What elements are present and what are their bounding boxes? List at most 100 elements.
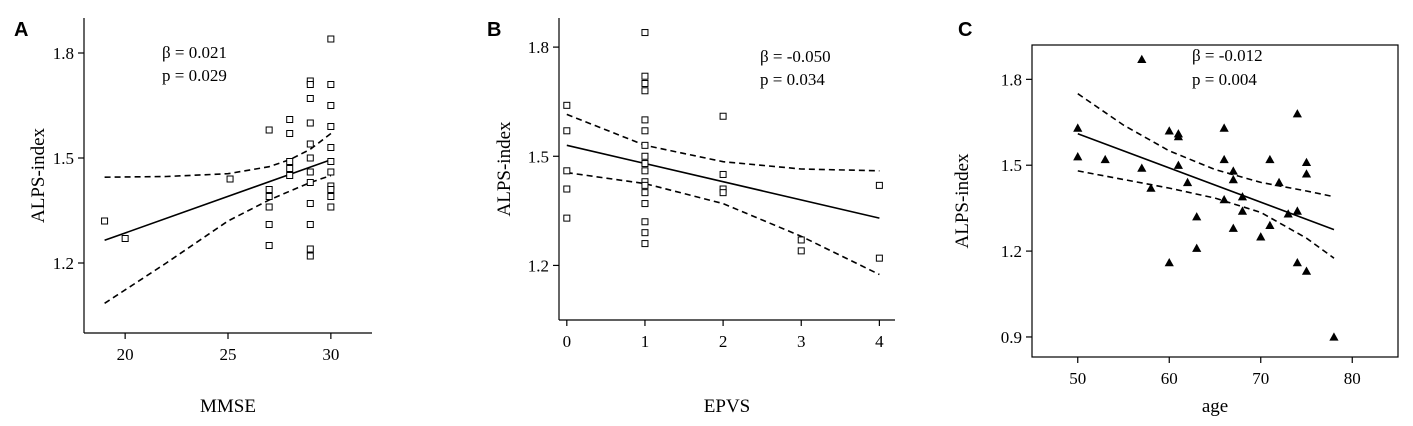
data-point (306, 81, 314, 88)
data-point (1228, 223, 1238, 232)
data-point (1301, 266, 1312, 275)
data-point (1164, 126, 1174, 135)
data-point (286, 130, 294, 137)
data-point (306, 179, 314, 186)
y-tick-label: 1.2 (1001, 242, 1022, 261)
data-point (101, 217, 109, 225)
beta-annotation: β = 0.021 (162, 43, 227, 62)
data-point (1073, 152, 1083, 161)
data-point (641, 152, 649, 160)
data-point (327, 81, 335, 88)
data-point (1292, 109, 1302, 118)
data-point (641, 72, 649, 80)
data-point (327, 102, 335, 109)
data-point (306, 168, 314, 176)
data-point (1301, 157, 1312, 167)
data-point (265, 203, 273, 211)
regression-line (1077, 132, 1335, 231)
data-point (306, 200, 314, 207)
data-point (327, 158, 335, 165)
data-point (1173, 160, 1183, 169)
data-point (1237, 206, 1248, 215)
data-point (306, 252, 314, 260)
data-point (1137, 54, 1147, 63)
x-tick-label: 50 (1069, 369, 1086, 388)
data-point (327, 123, 335, 130)
data-point (306, 140, 314, 148)
data-point (1228, 166, 1238, 175)
y-tick-label: 1.5 (1001, 156, 1022, 175)
p-value-annotation: p = 0.004 (1192, 70, 1257, 89)
data-point (286, 165, 294, 172)
x-tick-label: 60 (1161, 369, 1178, 388)
x-tick-label: 70 (1252, 369, 1269, 388)
p-value-annotation: p = 0.034 (760, 70, 825, 89)
plot-frame (1031, 44, 1399, 358)
data-point (641, 79, 649, 87)
data-point (641, 87, 649, 95)
data-point (1164, 257, 1174, 267)
data-point (327, 35, 335, 43)
data-point (1274, 177, 1284, 187)
ci-upper-line (566, 113, 880, 172)
x-tick-label: 0 (563, 332, 572, 351)
data-point (265, 126, 273, 134)
data-point (286, 116, 294, 123)
panel-letter: B (487, 19, 501, 41)
ci-lower-line (1077, 170, 1335, 259)
y-tick-label: 1.8 (53, 44, 74, 63)
data-point (1182, 177, 1193, 187)
data-point (1146, 183, 1156, 192)
data-point (563, 167, 571, 175)
data-point (1265, 154, 1275, 164)
data-point (265, 186, 273, 193)
data-point (1329, 332, 1339, 341)
data-point (1256, 232, 1266, 241)
data-point (306, 119, 314, 127)
data-point (226, 175, 234, 183)
ci-upper-line (1077, 93, 1335, 198)
panel-letter: A (14, 19, 28, 41)
beta-annotation: β = -0.012 (1192, 46, 1263, 65)
panel-letter: C (958, 19, 972, 41)
data-point (563, 185, 571, 193)
data-point (641, 141, 649, 149)
data-point (265, 193, 273, 200)
data-point (641, 189, 649, 197)
y-axis-label: ALPS-index (952, 153, 973, 249)
data-point (563, 214, 571, 222)
data-point (265, 221, 273, 228)
x-tick-label: 4 (875, 332, 884, 351)
data-point (563, 101, 571, 109)
data-point (1237, 192, 1248, 201)
x-tick-label: 20 (117, 345, 134, 364)
y-tick-label: 1.8 (528, 38, 549, 57)
data-point (875, 254, 883, 262)
data-point (1292, 206, 1302, 215)
data-point (1219, 194, 1229, 204)
data-point (641, 200, 649, 208)
data-point (286, 172, 294, 179)
data-point (641, 167, 649, 175)
beta-annotation: β = -0.050 (760, 47, 831, 66)
data-point (327, 144, 335, 151)
data-point (1265, 220, 1275, 230)
data-point (875, 181, 883, 189)
y-tick-label: 0.9 (1001, 328, 1022, 347)
data-point (797, 247, 805, 255)
data-point (1192, 243, 1202, 252)
x-axis-label: MMSE (200, 396, 256, 417)
data-point (327, 203, 335, 211)
y-axis-label: ALPS-index (494, 121, 515, 217)
y-tick-label: 1.5 (528, 147, 549, 166)
data-point (286, 158, 294, 165)
data-point (563, 127, 571, 135)
data-point (1173, 131, 1183, 141)
data-point (1228, 174, 1238, 184)
x-tick-label: 25 (220, 345, 237, 364)
y-tick-label: 1.2 (53, 254, 74, 273)
data-point (1100, 154, 1110, 164)
ci-upper-line (104, 132, 332, 178)
data-point (641, 116, 649, 124)
